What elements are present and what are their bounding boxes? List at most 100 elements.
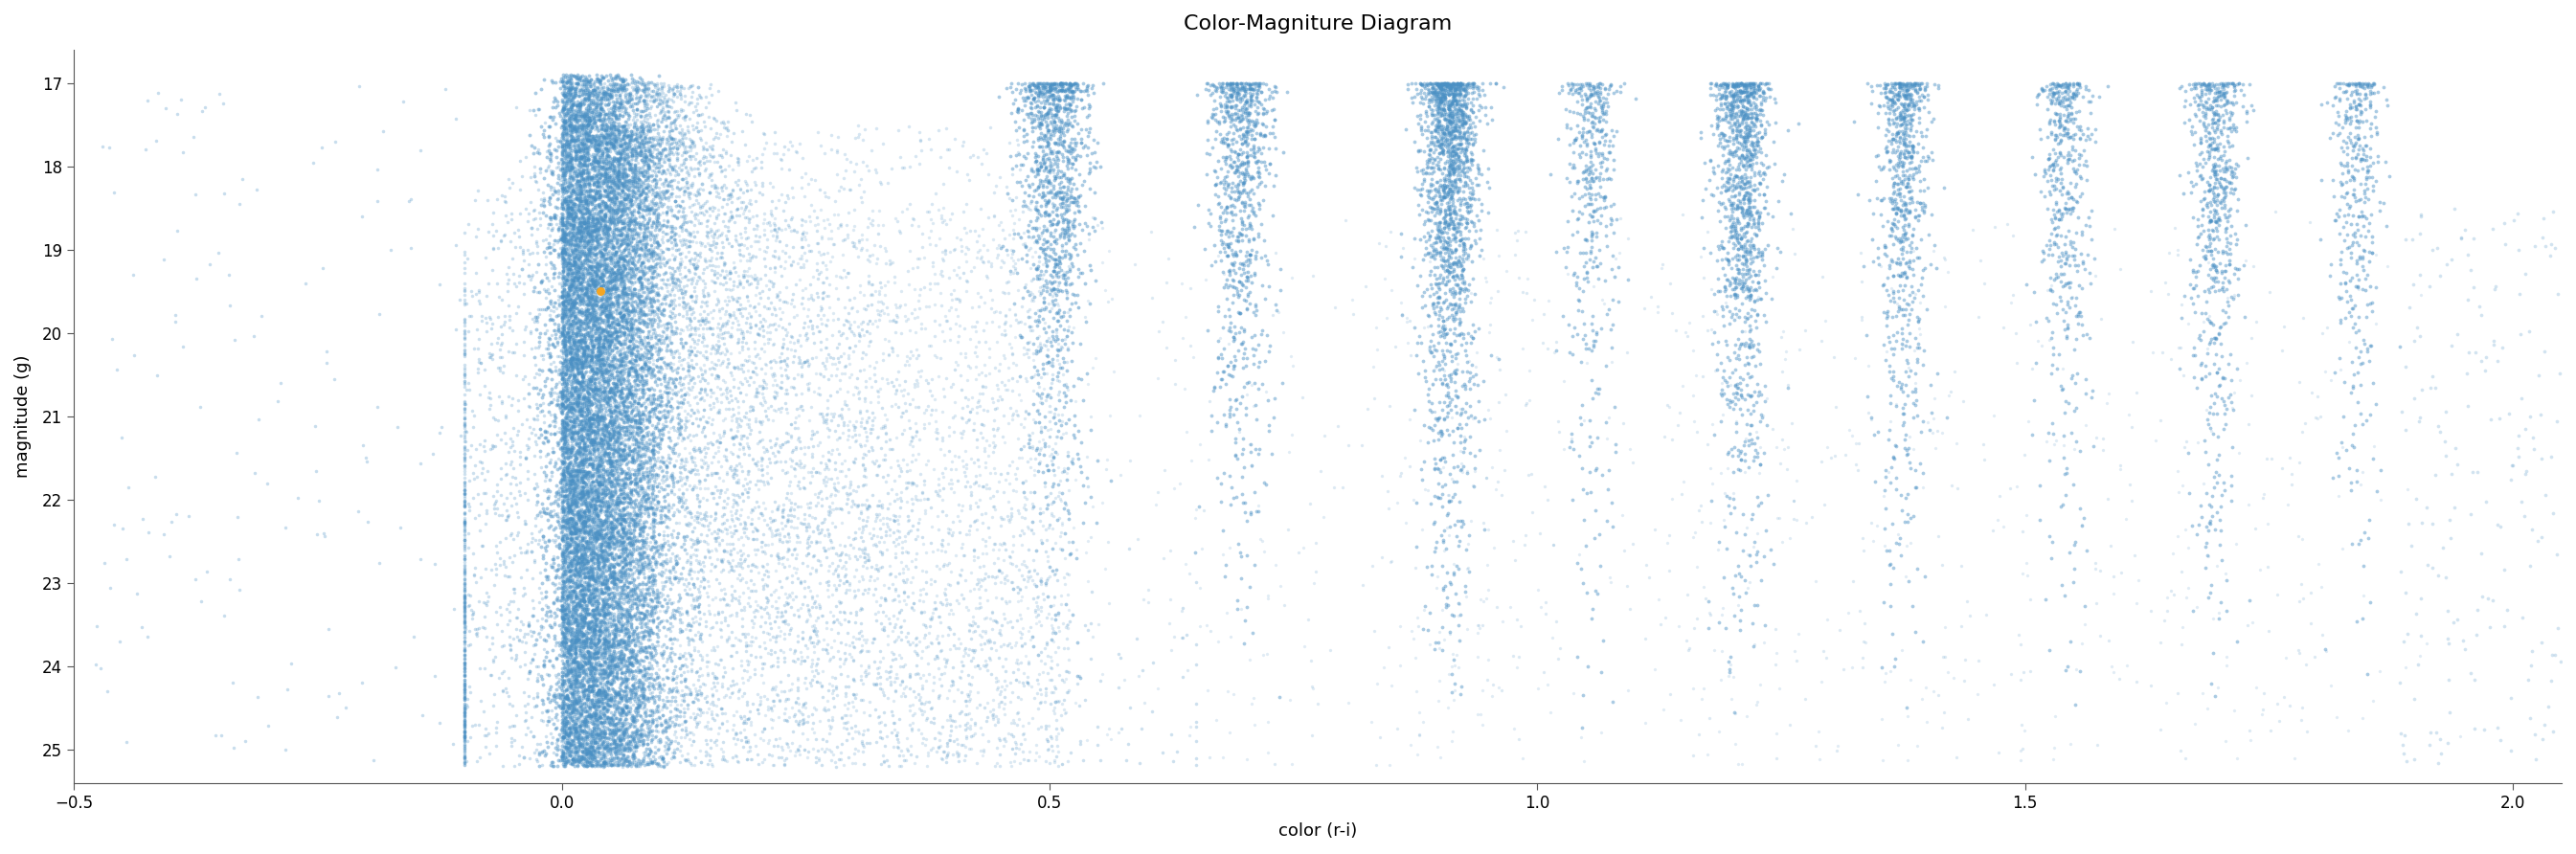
Point [559,249,600,263]
Point [559,577,600,591]
Point [611,99,652,113]
Point [956,756,997,769]
Point [657,273,698,287]
Point [652,115,693,129]
Point [1028,97,1069,110]
Point [734,663,775,676]
Point [574,494,616,508]
Point [1020,100,1061,114]
Point [631,342,672,355]
Point [1888,307,1929,321]
Point [657,142,698,155]
Point [587,546,629,559]
Point [690,402,732,416]
Point [577,99,618,113]
Point [515,477,556,490]
Point [595,152,636,166]
Point [562,283,603,296]
Point [2344,211,2385,225]
Point [665,284,706,297]
Point [471,391,513,405]
Point [572,412,613,426]
Point [1875,76,1917,90]
Point [672,119,714,132]
Point [611,475,652,488]
Point [562,151,603,165]
Point [600,740,641,754]
Point [577,502,618,516]
Point [556,279,598,293]
Point [1030,626,1072,640]
Point [863,218,904,231]
Point [657,372,698,386]
Point [577,582,618,596]
Point [544,669,585,682]
Point [546,420,587,434]
Point [1422,144,1463,158]
Point [1247,477,1288,491]
Point [961,250,1002,264]
Point [639,107,680,120]
Point [541,427,582,441]
Point [562,705,603,718]
Point [2187,126,2228,139]
Point [992,167,1033,181]
Point [737,559,778,573]
Point [1012,485,1054,499]
Point [554,700,595,714]
Point [523,436,564,449]
Point [1012,76,1054,90]
Point [1208,265,1249,278]
Point [544,606,585,620]
Point [2032,78,2074,91]
Point [608,744,649,757]
Point [613,370,654,383]
Point [1224,83,1265,97]
Point [587,170,629,184]
Point [629,520,670,534]
Point [569,171,611,184]
Point [585,633,626,646]
Point [757,290,799,303]
Point [1043,102,1084,115]
Point [801,300,842,313]
Point [603,243,644,256]
Point [757,445,799,459]
Point [549,740,590,753]
Point [549,747,590,761]
Point [768,295,809,309]
Point [652,641,693,655]
Point [574,568,616,582]
Point [1425,180,1466,194]
Point [1710,224,1752,237]
Point [559,462,600,476]
Point [551,706,592,720]
Point [556,327,598,341]
Point [719,406,760,419]
Point [832,672,873,686]
Point [556,483,598,496]
Point [873,512,914,526]
Point [2048,259,2089,272]
Point [1443,149,1484,162]
Point [979,319,1020,333]
Point [938,295,979,308]
Point [585,299,626,313]
Point [1440,126,1481,140]
Point [541,99,582,113]
Point [665,260,706,274]
Point [587,373,629,387]
Point [719,412,760,425]
Point [592,447,634,460]
Point [1221,81,1262,95]
Point [958,300,999,313]
Point [551,527,592,541]
Point [559,693,600,706]
Point [544,363,585,377]
Point [569,709,611,722]
Point [564,640,605,653]
Point [1718,79,1759,93]
Point [559,709,600,722]
Point [2151,583,2192,597]
Point [590,434,631,447]
